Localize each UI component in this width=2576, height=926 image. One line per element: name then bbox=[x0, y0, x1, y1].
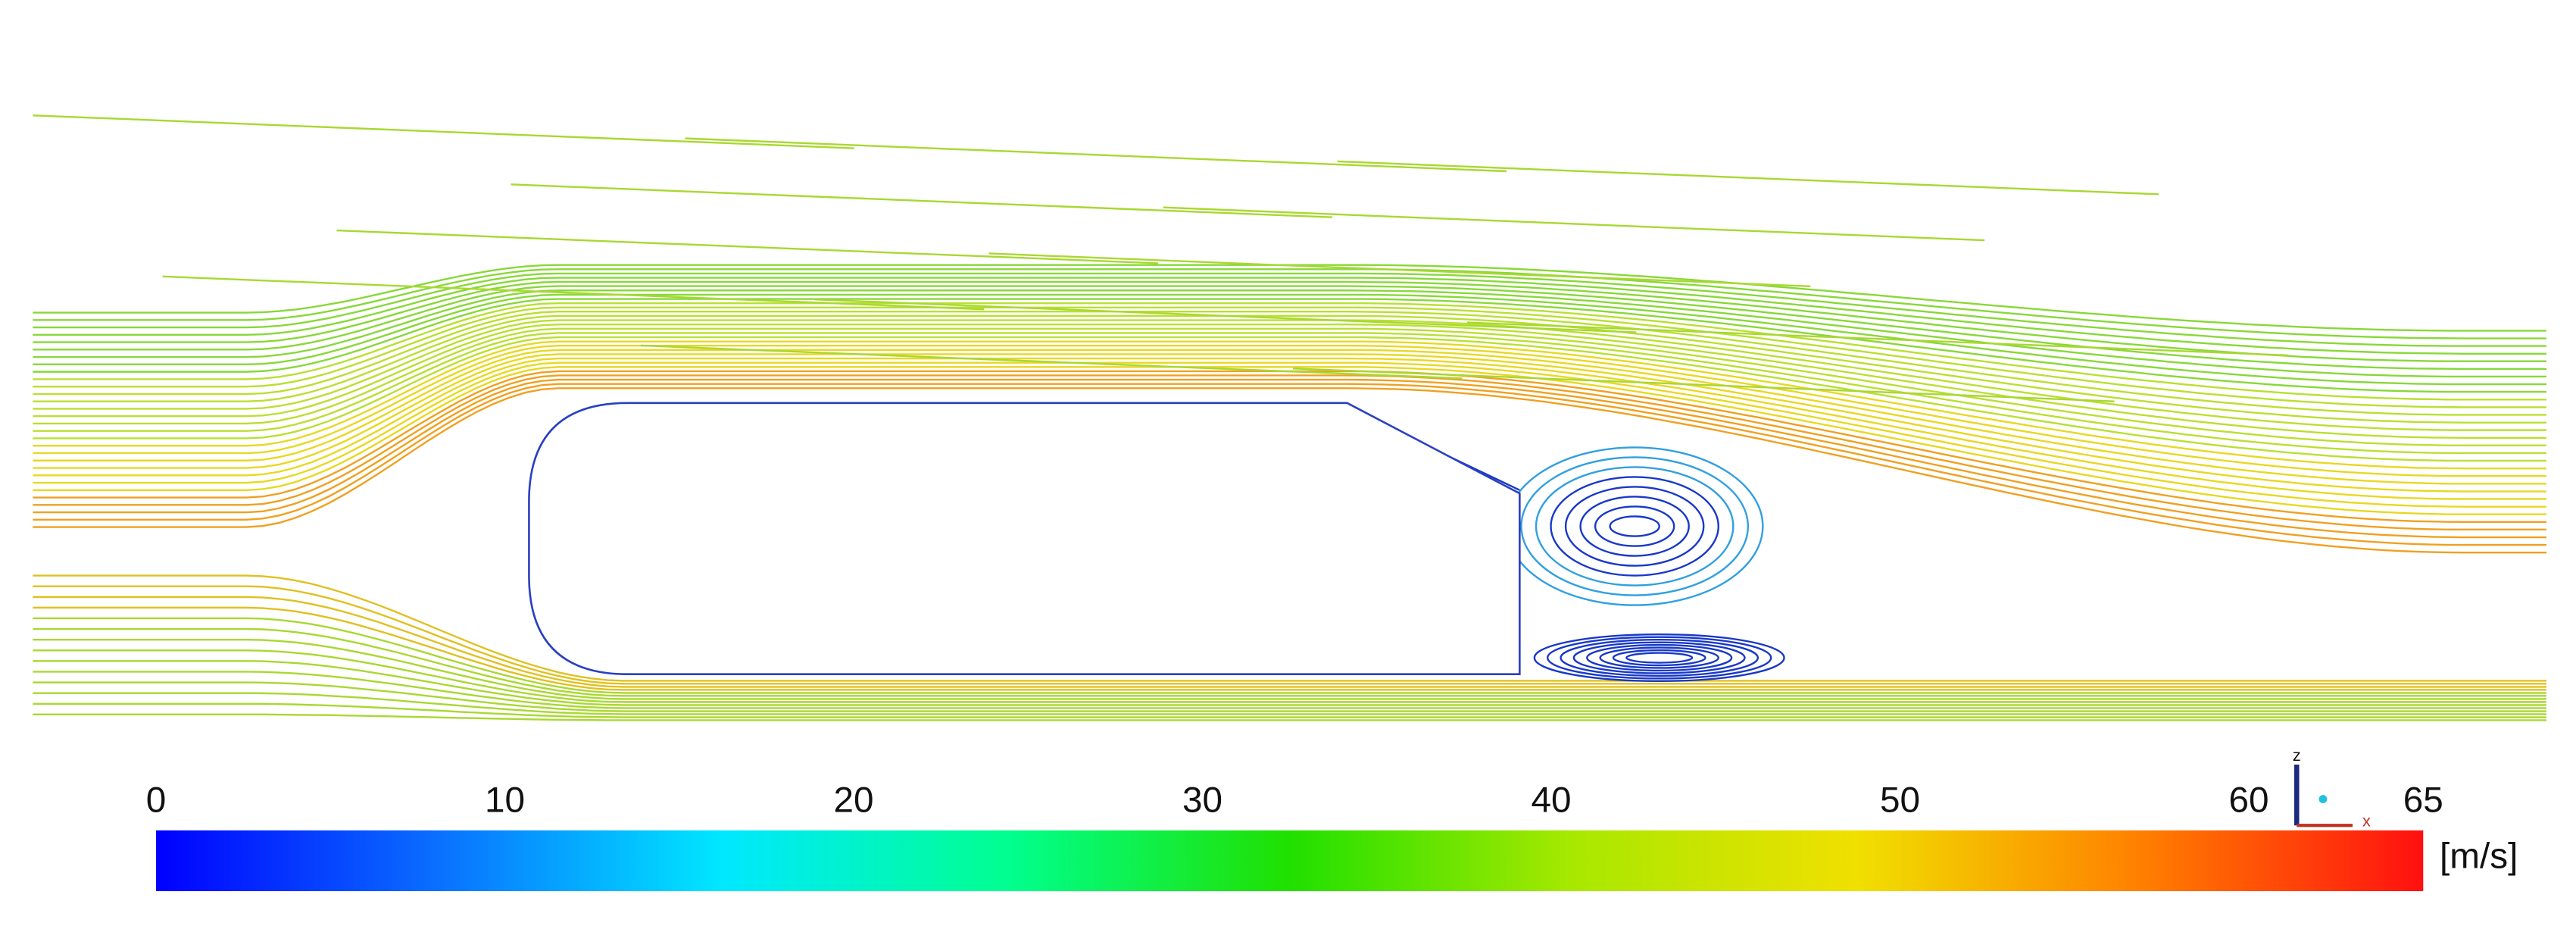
streamline bbox=[640, 344, 1463, 380]
streamline bbox=[33, 353, 2546, 493]
streamline bbox=[33, 606, 2546, 691]
colorbar-tick-label: 40 bbox=[1532, 781, 1572, 821]
streamline bbox=[33, 332, 2546, 455]
streamline bbox=[33, 671, 2546, 709]
vortex bbox=[1625, 652, 1694, 664]
axis-triad: z x bbox=[2293, 746, 2371, 831]
colorbar bbox=[156, 830, 2424, 892]
streamline bbox=[33, 289, 2546, 378]
streamline bbox=[33, 627, 2546, 697]
streamline bbox=[33, 277, 2546, 355]
vortex bbox=[1550, 476, 1719, 577]
streamline bbox=[1292, 368, 2115, 402]
colorbar-unit: [m/s] bbox=[2440, 836, 2518, 876]
streamline bbox=[33, 681, 2546, 712]
streamline bbox=[33, 357, 2546, 500]
triad-y-axis bbox=[2318, 795, 2328, 803]
streamline bbox=[33, 387, 2546, 554]
streamline bbox=[1163, 206, 1985, 242]
streamline bbox=[33, 660, 2546, 706]
streamline bbox=[33, 713, 2546, 721]
streamline bbox=[162, 275, 985, 311]
vortex bbox=[1594, 505, 1675, 547]
streamline bbox=[1337, 160, 2159, 196]
streamline bbox=[33, 638, 2546, 700]
streamline bbox=[33, 311, 2546, 416]
streamlines bbox=[33, 114, 2546, 721]
streamline bbox=[988, 252, 1811, 288]
streamline bbox=[33, 617, 2546, 694]
streamline bbox=[33, 574, 2546, 682]
vortex bbox=[1533, 633, 1785, 683]
streamline bbox=[511, 183, 1333, 218]
vortex bbox=[1572, 641, 1746, 674]
streamline bbox=[33, 374, 2546, 531]
vortex bbox=[1564, 486, 1705, 567]
streamline bbox=[1466, 321, 2289, 357]
triad-z-label: z bbox=[2293, 746, 2301, 765]
streamline bbox=[33, 649, 2546, 703]
streamline bbox=[33, 366, 2546, 515]
streamline bbox=[33, 344, 2546, 477]
vortex bbox=[1535, 466, 1735, 587]
streamline bbox=[33, 319, 2546, 431]
streamline bbox=[685, 137, 1507, 173]
streamline bbox=[33, 323, 2546, 440]
streamline bbox=[33, 596, 2546, 688]
vortex bbox=[1586, 643, 1733, 672]
vortex bbox=[1599, 646, 1719, 669]
streamline bbox=[33, 293, 2546, 386]
vortex bbox=[1547, 636, 1772, 680]
streamline bbox=[33, 336, 2546, 462]
vortex bbox=[1520, 456, 1750, 596]
triad-x-label: x bbox=[2362, 812, 2371, 831]
vortex bbox=[1560, 638, 1759, 677]
streamline bbox=[33, 340, 2546, 470]
vortex bbox=[1579, 496, 1690, 557]
streamline bbox=[336, 229, 1159, 264]
streamline bbox=[33, 268, 2546, 339]
streamline bbox=[33, 114, 854, 149]
colorbar-tick-label: 60 bbox=[2229, 781, 2269, 821]
colorbar-tick-label: 10 bbox=[485, 781, 525, 821]
streamline bbox=[33, 327, 2546, 446]
streamline bbox=[33, 349, 2546, 485]
streamline bbox=[33, 314, 2546, 424]
streamline bbox=[33, 361, 2546, 508]
colorbar-tick-label: 65 bbox=[2403, 781, 2443, 821]
streamline bbox=[33, 378, 2546, 539]
streamline bbox=[33, 585, 2546, 685]
streamline bbox=[33, 702, 2546, 718]
colorbar-tick-label: 50 bbox=[1880, 781, 1920, 821]
streamline bbox=[33, 298, 2546, 393]
streamline bbox=[33, 285, 2546, 371]
colorbar-tick-label: 0 bbox=[146, 781, 167, 821]
colorbar-tick-label: 20 bbox=[834, 781, 874, 821]
streamline bbox=[33, 383, 2546, 546]
vortex bbox=[1609, 515, 1660, 537]
streamline bbox=[33, 692, 2546, 715]
streamline bbox=[814, 298, 1637, 333]
colorbar-tick-label: 30 bbox=[1182, 781, 1222, 821]
streamline bbox=[33, 302, 2546, 401]
streamline bbox=[33, 306, 2546, 408]
body bbox=[528, 402, 1521, 676]
vortex bbox=[1612, 649, 1706, 667]
vortex bbox=[1505, 446, 1764, 606]
streamline bbox=[33, 280, 2546, 362]
